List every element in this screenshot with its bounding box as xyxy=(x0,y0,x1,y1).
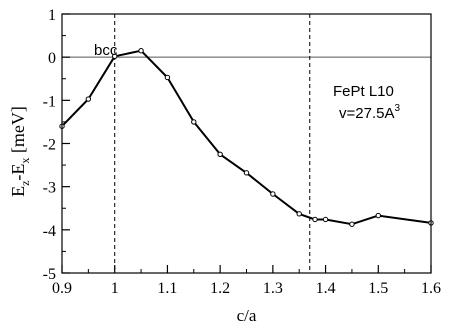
x-tick-label: 1.1 xyxy=(157,280,177,297)
x-tick-label: 1.6 xyxy=(421,280,441,297)
data-point xyxy=(312,216,318,223)
annotation-bcc: bcc xyxy=(94,42,118,59)
y-axis-label: Ez-Ex [meV] xyxy=(8,106,32,197)
y-tick-label: -3 xyxy=(43,180,56,197)
y-axis-label-unit: [meV] xyxy=(8,106,28,157)
data-point xyxy=(217,151,223,157)
x-tick-label: 1.5 xyxy=(368,280,388,297)
y-axis-label-sub2: x xyxy=(18,158,32,164)
annotation-material: FePt L10 xyxy=(333,83,394,100)
annotation-volume-sup: 3 xyxy=(394,103,400,114)
x-axis-label: c/a xyxy=(237,306,257,325)
data-point xyxy=(375,212,381,219)
y-tick-label: -4 xyxy=(43,223,56,240)
annotation-volume: v=27.5A3 xyxy=(339,103,400,122)
x-tick-label: 1.4 xyxy=(316,280,336,297)
data-point xyxy=(296,211,302,217)
x-tick-label: 1.2 xyxy=(210,280,230,297)
y-tick-label: -5 xyxy=(43,266,56,283)
annotation-volume-text: v=27.5A xyxy=(339,105,394,122)
data-point xyxy=(85,96,92,102)
data-point xyxy=(112,53,118,60)
x-tick-label: 0.9 xyxy=(52,280,72,297)
data-point xyxy=(270,191,276,197)
data-point xyxy=(164,74,171,81)
series-line-0 xyxy=(61,49,432,226)
x-tick-label: 1 xyxy=(111,280,119,297)
plot-frame xyxy=(61,13,432,274)
data-point xyxy=(349,221,355,227)
data-point xyxy=(138,47,144,54)
data-point xyxy=(243,170,250,176)
y-axis-label-mid: -E xyxy=(8,164,28,181)
y-tick-label: -1 xyxy=(43,93,56,110)
data-point xyxy=(191,119,197,125)
y-axis-label-main: E xyxy=(8,186,28,197)
data-point xyxy=(322,216,329,223)
x-tick-label: 1.3 xyxy=(263,280,283,297)
y-tick-label: 0 xyxy=(48,50,56,67)
y-axis-label-sub1: z xyxy=(18,181,32,186)
y-tick-label: 1 xyxy=(48,7,56,24)
y-tick-label: -2 xyxy=(43,137,56,154)
